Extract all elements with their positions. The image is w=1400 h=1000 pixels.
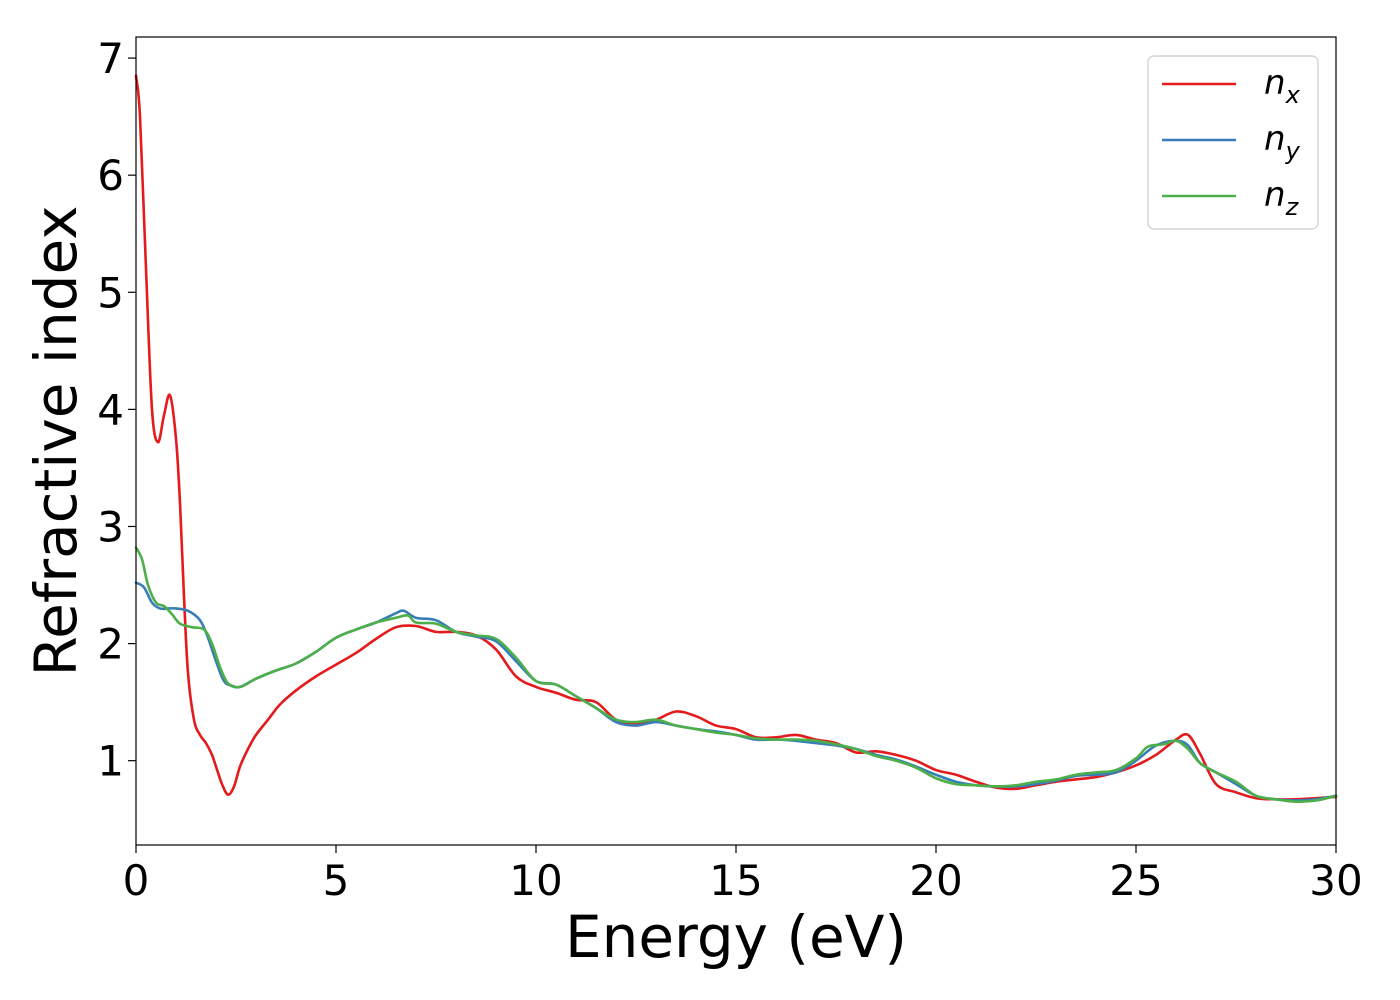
legend-label-y: ny [1264,119,1301,165]
legend-label-x: nx [1264,63,1301,109]
x-tick-label: 25 [1109,856,1162,905]
x-axis-ticks: 0 5 10 15 20 25 30 [123,845,1363,905]
y-tick-label: 4 [97,385,124,434]
x-tick-label: 5 [323,856,350,905]
y-tick-label: 2 [97,620,124,669]
y-tick-label: 5 [97,268,124,317]
series-line-z [134,546,1338,804]
x-tick-label: 0 [123,856,150,905]
y-tick-label: 6 [97,151,124,200]
x-tick-label: 10 [509,856,562,905]
series-line-y [134,581,1338,802]
legend-entries: nx ny nz [1162,63,1301,221]
series-layer [134,74,1338,804]
x-tick-label: 20 [909,856,962,905]
legend-label-z: nz [1264,175,1300,221]
series-line-x [134,74,1338,801]
legend-box [1147,55,1319,230]
y-tick-label: 3 [97,502,124,551]
x-tick-label: 30 [1309,856,1362,905]
legend: nx ny nz [1147,55,1319,230]
y-tick-label: 1 [97,737,124,786]
x-tick-label: 15 [709,856,762,905]
x-axis-title: Energy (eV) [565,903,907,971]
y-tick-label: 7 [97,34,124,83]
y-axis-title: Refractive index [22,205,90,676]
y-axis-ticks: 1 2 3 4 5 6 7 [97,34,136,786]
